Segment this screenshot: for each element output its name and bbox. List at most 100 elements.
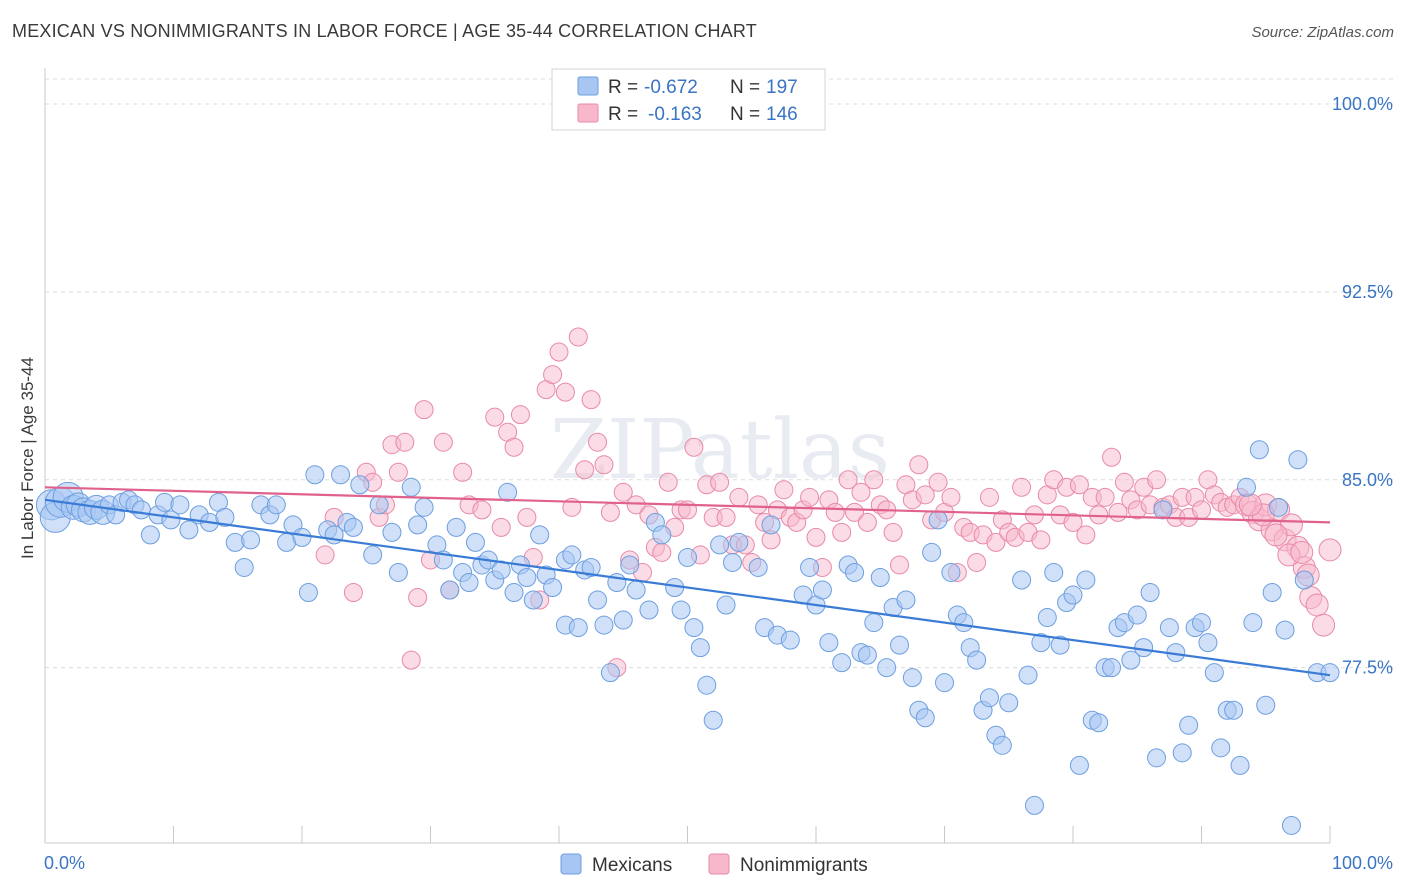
point-mexicans	[1320, 663, 1340, 683]
point-mexicans	[1037, 608, 1057, 628]
point-mexicans	[1198, 633, 1218, 653]
point-nonimmigrants	[414, 400, 434, 420]
point-nonimmigrants	[626, 495, 646, 515]
point-mexicans	[369, 495, 389, 515]
point-nonimmigrants	[581, 390, 601, 410]
point-mexicans	[1050, 635, 1070, 655]
point-nonimmigrants	[857, 512, 877, 532]
stats-r-value: -0.163	[648, 104, 702, 125]
point-mexicans	[446, 517, 466, 537]
point-mexicans	[140, 525, 160, 545]
point-nonimmigrants	[838, 470, 858, 490]
point-nonimmigrants	[986, 532, 1006, 552]
point-mexicans	[408, 515, 428, 535]
point-mexicans	[1230, 755, 1250, 775]
legend-swatch-nonimmigrants[interactable]	[708, 853, 730, 875]
point-nonimmigrants	[845, 502, 865, 522]
point-nonimmigrants	[928, 472, 948, 492]
axes	[44, 68, 1331, 844]
point-mexicans	[568, 618, 588, 638]
trend-line-mexicans	[44, 498, 1331, 677]
point-nonimmigrants	[1238, 493, 1262, 517]
point-mexicans	[870, 567, 890, 587]
point-mexicans	[1076, 570, 1096, 590]
legend-label-mexicans[interactable]: Mexicans	[592, 855, 672, 876]
point-mexicans	[131, 500, 151, 520]
point-nonimmigrants	[1264, 523, 1288, 547]
point-nonimmigrants	[909, 455, 929, 475]
point-mexicans	[523, 590, 543, 610]
stats-n-value: 146	[766, 104, 798, 125]
point-nonimmigrants	[1102, 447, 1122, 467]
chart-title: MEXICAN VS NONIMMIGRANTS IN LABOR FORCE …	[12, 21, 757, 41]
y-tick-label: 92.5%	[1342, 282, 1393, 302]
point-mexicans	[343, 517, 363, 537]
point-mexicans	[440, 580, 460, 600]
point-mexicans	[999, 693, 1019, 713]
point-nonimmigrants	[1076, 525, 1096, 545]
point-mexicans	[1224, 700, 1244, 720]
point-mexicans	[504, 583, 524, 603]
point-mexicans	[1281, 815, 1301, 835]
point-nonimmigrants	[433, 432, 453, 452]
point-mexicans	[1063, 585, 1083, 605]
point-nonimmigrants	[851, 482, 871, 502]
point-mexicans	[877, 658, 897, 678]
point-mexicans	[941, 562, 961, 582]
y-tick-label: 77.5%	[1342, 658, 1393, 678]
point-mexicans	[992, 735, 1012, 755]
point-mexicans	[716, 595, 736, 615]
stats-legend: R = -0.672 N = 197 R = -0.163 N = 146	[551, 68, 826, 131]
point-mexicans	[703, 710, 723, 730]
point-mexicans	[896, 590, 916, 610]
point-mexicans	[1288, 450, 1308, 470]
point-mexicans	[1121, 650, 1141, 670]
point-nonimmigrants	[613, 482, 633, 502]
point-nonimmigrants	[652, 542, 672, 562]
point-mexicans	[812, 580, 832, 600]
point-mexicans	[1089, 713, 1109, 733]
point-nonimmigrants	[658, 472, 678, 492]
point-nonimmigrants	[864, 470, 884, 490]
point-mexicans	[1031, 633, 1051, 653]
stats-r-value: -0.672	[644, 77, 698, 98]
point-mexicans	[530, 525, 550, 545]
point-mexicans	[543, 577, 563, 597]
point-mexicans	[581, 557, 601, 577]
trend-line-nonimmigrants	[44, 486, 1331, 524]
point-nonimmigrants	[716, 507, 736, 527]
point-mexicans	[382, 522, 402, 542]
point-mexicans	[1192, 613, 1211, 633]
point-mexicans	[1204, 663, 1224, 683]
point-mexicans	[684, 618, 704, 638]
point-nonimmigrants	[510, 405, 530, 425]
point-mexicans	[1172, 743, 1192, 763]
point-mexicans	[266, 495, 286, 515]
point-mexicans	[729, 532, 749, 552]
point-mexicans	[710, 535, 730, 555]
point-mexicans	[170, 495, 190, 515]
point-nonimmigrants	[1063, 512, 1083, 532]
point-nonimmigrants	[395, 432, 415, 452]
point-mexicans	[722, 552, 742, 572]
point-mexicans	[350, 475, 370, 495]
legend-swatch-mexicans[interactable]	[560, 853, 582, 875]
point-nonimmigrants	[549, 342, 569, 362]
point-mexicans	[832, 653, 852, 673]
point-mexicans	[298, 583, 318, 603]
x-tick-labels: 0.0% 100.0%	[44, 853, 1393, 873]
point-nonimmigrants	[1069, 475, 1089, 495]
point-mexicans	[498, 482, 518, 502]
point-mexicans	[954, 613, 974, 633]
point-mexicans	[234, 557, 254, 577]
point-mexicans	[935, 673, 954, 693]
point-nonimmigrants	[1114, 472, 1134, 492]
point-mexicans	[1069, 755, 1089, 775]
point-mexicans	[620, 555, 640, 575]
point-nonimmigrants	[568, 327, 588, 347]
legend-label-nonimmigrants[interactable]: Nonimmigrants	[740, 855, 868, 876]
point-mexicans	[1024, 795, 1044, 815]
stats-r-label: R =	[608, 77, 638, 98]
point-mexicans	[363, 545, 383, 565]
